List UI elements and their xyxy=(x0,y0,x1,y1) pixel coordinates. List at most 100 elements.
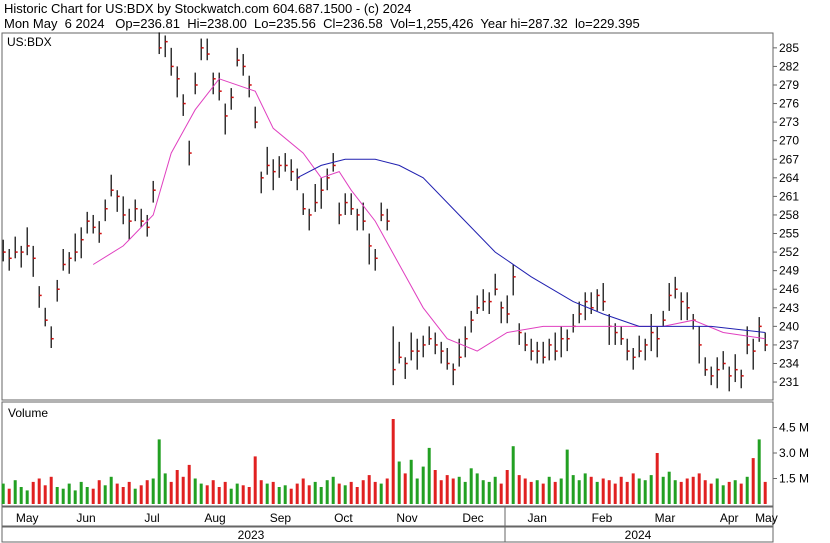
volume-bar xyxy=(319,487,323,504)
volume-bar xyxy=(211,480,215,504)
volume-bar xyxy=(643,480,647,504)
volume-label: Volume xyxy=(8,406,48,420)
volume-bar xyxy=(589,476,593,504)
volume-bar xyxy=(193,478,197,504)
month-label: May xyxy=(16,511,39,525)
moving-average xyxy=(92,78,766,352)
volume-bar xyxy=(439,480,443,504)
volume-bar xyxy=(331,476,335,504)
volume-bar xyxy=(553,481,557,504)
volume-bar xyxy=(13,480,17,504)
month-label: May xyxy=(755,511,778,525)
volume-bar xyxy=(337,483,341,504)
volume-bar xyxy=(265,483,269,504)
y-tick-label: 234 xyxy=(779,356,799,370)
volume-bar xyxy=(109,476,113,504)
volume-bar xyxy=(103,485,107,504)
year-label: 2024 xyxy=(625,528,652,542)
volume-bar xyxy=(493,476,497,504)
volume-bar xyxy=(247,487,251,504)
volume-bar xyxy=(133,488,137,504)
volume-bar xyxy=(697,473,701,504)
volume-bar xyxy=(457,476,461,504)
volume-bar xyxy=(451,478,455,504)
chart-subtitle: Mon May 6 2024 Op=236.81 Hi=238.00 Lo=23… xyxy=(4,16,640,31)
volume-bar xyxy=(43,485,47,504)
volume-bar xyxy=(445,475,449,504)
volume-bar xyxy=(49,476,53,504)
volume-bar xyxy=(637,478,641,504)
y-tick-label: 270 xyxy=(779,134,799,148)
year-axis xyxy=(1,526,774,543)
volume-bar xyxy=(169,481,173,504)
volume-bar xyxy=(511,446,515,504)
volume-bar xyxy=(79,481,83,504)
volume-bar xyxy=(709,483,713,504)
volume-bar xyxy=(721,485,725,504)
volume-bar xyxy=(691,476,695,504)
volume-bar xyxy=(181,476,185,504)
y-tick-label: 279 xyxy=(779,78,799,92)
volume-bar xyxy=(115,483,119,504)
volume-bar xyxy=(361,480,365,504)
y-tick-label: 252 xyxy=(779,245,799,259)
y-tick-label: 264 xyxy=(779,171,799,185)
volume-panel xyxy=(1,401,774,507)
month-label: Jan xyxy=(528,511,547,525)
volume-bar xyxy=(685,478,689,504)
volume-bar xyxy=(307,485,311,504)
vol-tick-label: 1.5 M xyxy=(779,472,809,486)
volume-bar xyxy=(25,490,29,504)
volume-bar xyxy=(745,476,749,504)
volume-bar xyxy=(529,481,533,504)
volume-bar xyxy=(661,476,665,504)
volume-bar xyxy=(595,481,599,504)
volume-bar xyxy=(223,481,227,504)
volume-bar xyxy=(37,478,41,504)
y-tick-label: 240 xyxy=(779,319,799,333)
volume-bar xyxy=(673,480,677,504)
volume-bar xyxy=(379,483,383,504)
volume-bar xyxy=(727,481,731,504)
volume-bar xyxy=(619,476,623,504)
month-label: Aug xyxy=(204,511,225,525)
volume-bar xyxy=(97,480,101,504)
vol-tick-label: 3.0 M xyxy=(779,446,809,460)
volume-bar xyxy=(421,466,425,504)
y-tick-label: 261 xyxy=(779,189,799,203)
volume-bar xyxy=(433,470,437,504)
month-label: Dec xyxy=(462,511,483,525)
year-label: 2023 xyxy=(238,528,265,542)
price-panel xyxy=(1,32,774,401)
volume-bar xyxy=(415,478,419,504)
volume-bar xyxy=(547,476,551,504)
volume-bar xyxy=(85,487,89,504)
volume-bar xyxy=(679,481,683,504)
volume-bar xyxy=(259,480,263,504)
volume-bar xyxy=(205,485,209,504)
y-tick-label: 231 xyxy=(779,375,799,389)
month-label: Jul xyxy=(144,511,159,525)
volume-bar xyxy=(517,475,521,504)
volume-bar xyxy=(481,480,485,504)
volume-bar xyxy=(427,447,431,504)
volume-bar xyxy=(583,473,587,504)
volume-bar xyxy=(325,480,329,504)
vol-tick-label: 4.5 M xyxy=(779,421,809,435)
volume-bar xyxy=(73,490,77,504)
volume-bar xyxy=(139,485,143,504)
month-label: Oct xyxy=(334,511,353,525)
volume-bar xyxy=(151,478,155,504)
y-tick-label: 255 xyxy=(779,227,799,241)
volume-bar xyxy=(397,461,401,504)
y-tick-label: 246 xyxy=(779,282,799,296)
month-label: Jun xyxy=(76,511,95,525)
volume-bar xyxy=(175,470,179,504)
volume-bar xyxy=(7,488,11,504)
y-tick-label: 276 xyxy=(779,97,799,111)
volume-bar xyxy=(751,458,755,504)
volume-bar xyxy=(283,485,287,504)
volume-bar xyxy=(541,483,545,504)
